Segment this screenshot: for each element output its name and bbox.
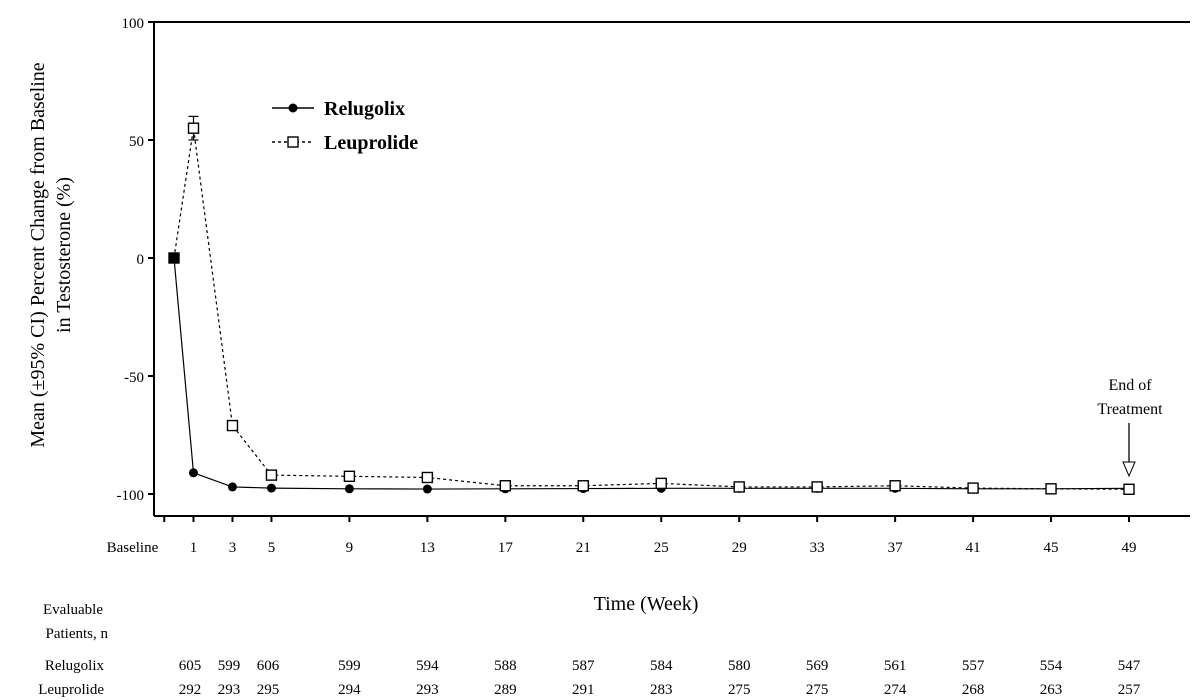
table-header-line2: Patients, n <box>46 626 109 642</box>
legend-marker-relugolix <box>288 103 298 113</box>
table-cell: 557 <box>962 658 985 674</box>
data-point-relugolix <box>266 483 276 493</box>
table-cell: 257 <box>1118 682 1141 698</box>
x-tick-label: 13 <box>420 540 435 556</box>
table-cell: 289 <box>494 682 517 698</box>
x-tick-label: 1 <box>190 540 198 556</box>
x-tick-label: 21 <box>576 540 591 556</box>
table-cell: 275 <box>806 682 829 698</box>
table-cell: 275 <box>728 682 751 698</box>
x-tick-label: 45 <box>1044 540 1059 556</box>
table-cell: 584 <box>650 658 673 674</box>
data-point-leuprolide <box>733 481 745 493</box>
data-point-leuprolide <box>343 470 356 482</box>
x-tick-label: 17 <box>498 540 514 556</box>
table-cell: 606 <box>257 658 280 674</box>
table-cell: 295 <box>257 682 280 698</box>
y-tick-label: -50 <box>124 370 144 386</box>
y-axis-label-line2: in Testosterone (%) <box>53 177 75 333</box>
legend-marker-leuprolide <box>287 136 299 148</box>
annotation-arrow-head <box>1122 461 1136 478</box>
table-cell: 580 <box>728 658 751 674</box>
y-tick-label: -100 <box>117 488 145 504</box>
legend-label-leuprolide: Leuprolide <box>324 132 418 154</box>
data-point-baseline <box>169 253 179 263</box>
data-point-leuprolide <box>889 480 901 492</box>
x-tick-label: 33 <box>810 540 825 556</box>
data-point-leuprolide <box>577 480 589 492</box>
axes <box>153 21 1190 517</box>
data-point-relugolix <box>188 468 198 478</box>
table-row-label-leuprolide: Leuprolide <box>38 682 104 698</box>
x-tick-label: 9 <box>346 540 354 556</box>
table-cell: 547 <box>1118 658 1141 674</box>
table-cell: 291 <box>572 682 595 698</box>
data-point-leuprolide <box>811 481 823 493</box>
table-cell: 561 <box>884 658 907 674</box>
table-cell: 294 <box>338 682 361 698</box>
x-axis-label: Time (Week) <box>594 593 699 615</box>
annotation-line2: Treatment <box>1097 401 1163 418</box>
table-cell: 594 <box>416 658 439 674</box>
table-cell: 587 <box>572 658 595 674</box>
x-tick-label: 37 <box>888 540 904 556</box>
series-layer <box>168 115 1135 495</box>
annotation-line1: End of <box>1108 377 1152 394</box>
table-cell: 554 <box>1040 658 1063 674</box>
table-header-line1: Evaluable <box>43 602 103 618</box>
table-cell: 283 <box>650 682 673 698</box>
patients-table: Relugolix 605 599 606 599 594 588 587 584 580 569 5… <box>38 658 1141 698</box>
y-tick-label: 0 <box>137 252 145 268</box>
y-axis-label-line1: Mean (±95% CI) Percent Change from Basel… <box>27 62 49 447</box>
data-point-leuprolide <box>265 469 278 481</box>
x-tick-label: 5 <box>268 540 276 556</box>
x-tick-label: 25 <box>654 540 669 556</box>
data-point-leuprolide <box>226 419 239 432</box>
table-cell: 268 <box>962 682 985 698</box>
data-point-leuprolide <box>1123 483 1135 495</box>
table-cell: 293 <box>416 682 439 698</box>
x-tick-label: Baseline <box>107 540 159 556</box>
table-row-label-relugolix: Relugolix <box>45 658 105 674</box>
end-of-treatment-annotation: End of Treatment <box>1097 377 1163 478</box>
table-cell: 293 <box>218 682 241 698</box>
data-point-leuprolide <box>499 480 512 492</box>
table-cell: 588 <box>494 658 517 674</box>
table-cell: 599 <box>338 658 361 674</box>
y-tick-label: 50 <box>129 134 144 150</box>
data-point-leuprolide <box>967 482 979 494</box>
table-cell: 605 <box>179 658 202 674</box>
data-point-leuprolide <box>1045 483 1057 495</box>
x-tick-label: 41 <box>966 540 981 556</box>
table-cell: 292 <box>179 682 202 698</box>
series-line-relugolix <box>173 257 1130 490</box>
x-tick-label: 29 <box>732 540 747 556</box>
table-cell: 274 <box>884 682 907 698</box>
data-point-relugolix <box>227 482 237 492</box>
table-cell: 569 <box>806 658 829 674</box>
table-cell: 599 <box>218 658 241 674</box>
x-tick-label: 49 <box>1122 540 1137 556</box>
data-point-leuprolide <box>187 122 200 134</box>
series-line-leuprolide <box>173 128 1130 490</box>
data-point-relugolix <box>344 484 354 494</box>
legend: Relugolix Leuprolide <box>272 98 418 154</box>
data-point-leuprolide <box>421 471 434 484</box>
data-point-leuprolide <box>655 477 667 490</box>
table-cell: 263 <box>1040 682 1063 698</box>
data-point-relugolix <box>422 484 432 494</box>
y-tick-label: 100 <box>122 16 145 32</box>
legend-label-relugolix: Relugolix <box>324 98 405 120</box>
x-tick-label: 3 <box>229 540 237 556</box>
